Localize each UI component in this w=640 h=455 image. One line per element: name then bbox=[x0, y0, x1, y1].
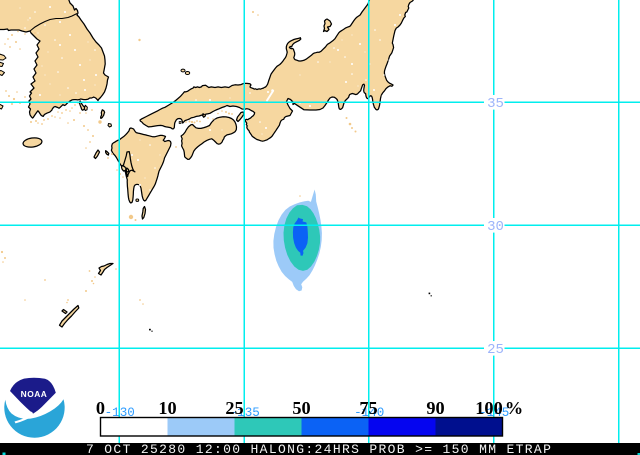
svg-text:75: 75 bbox=[359, 398, 377, 418]
svg-text:-135: -135 bbox=[230, 406, 260, 420]
svg-text:7 OCT 25280 12:00 HALONG:24HRS: 7 OCT 25280 12:00 HALONG:24HRS PROB >= 1… bbox=[86, 442, 552, 455]
svg-text:-145: -145 bbox=[479, 406, 509, 420]
svg-text:50: 50 bbox=[292, 398, 310, 418]
svg-text:35: 35 bbox=[487, 96, 504, 112]
svg-text:25: 25 bbox=[225, 398, 243, 418]
svg-text:10: 10 bbox=[158, 398, 176, 418]
svg-text:0: 0 bbox=[96, 398, 105, 418]
svg-text:90: 90 bbox=[426, 398, 444, 418]
svg-text:30: 30 bbox=[487, 219, 504, 235]
svg-text:%: % bbox=[505, 398, 523, 418]
svg-text:25: 25 bbox=[487, 342, 504, 358]
svg-text:NOAA: NOAA bbox=[21, 389, 48, 399]
svg-text:-140: -140 bbox=[354, 406, 384, 420]
svg-text:100: 100 bbox=[475, 398, 502, 418]
svg-text:-130: -130 bbox=[105, 406, 135, 420]
